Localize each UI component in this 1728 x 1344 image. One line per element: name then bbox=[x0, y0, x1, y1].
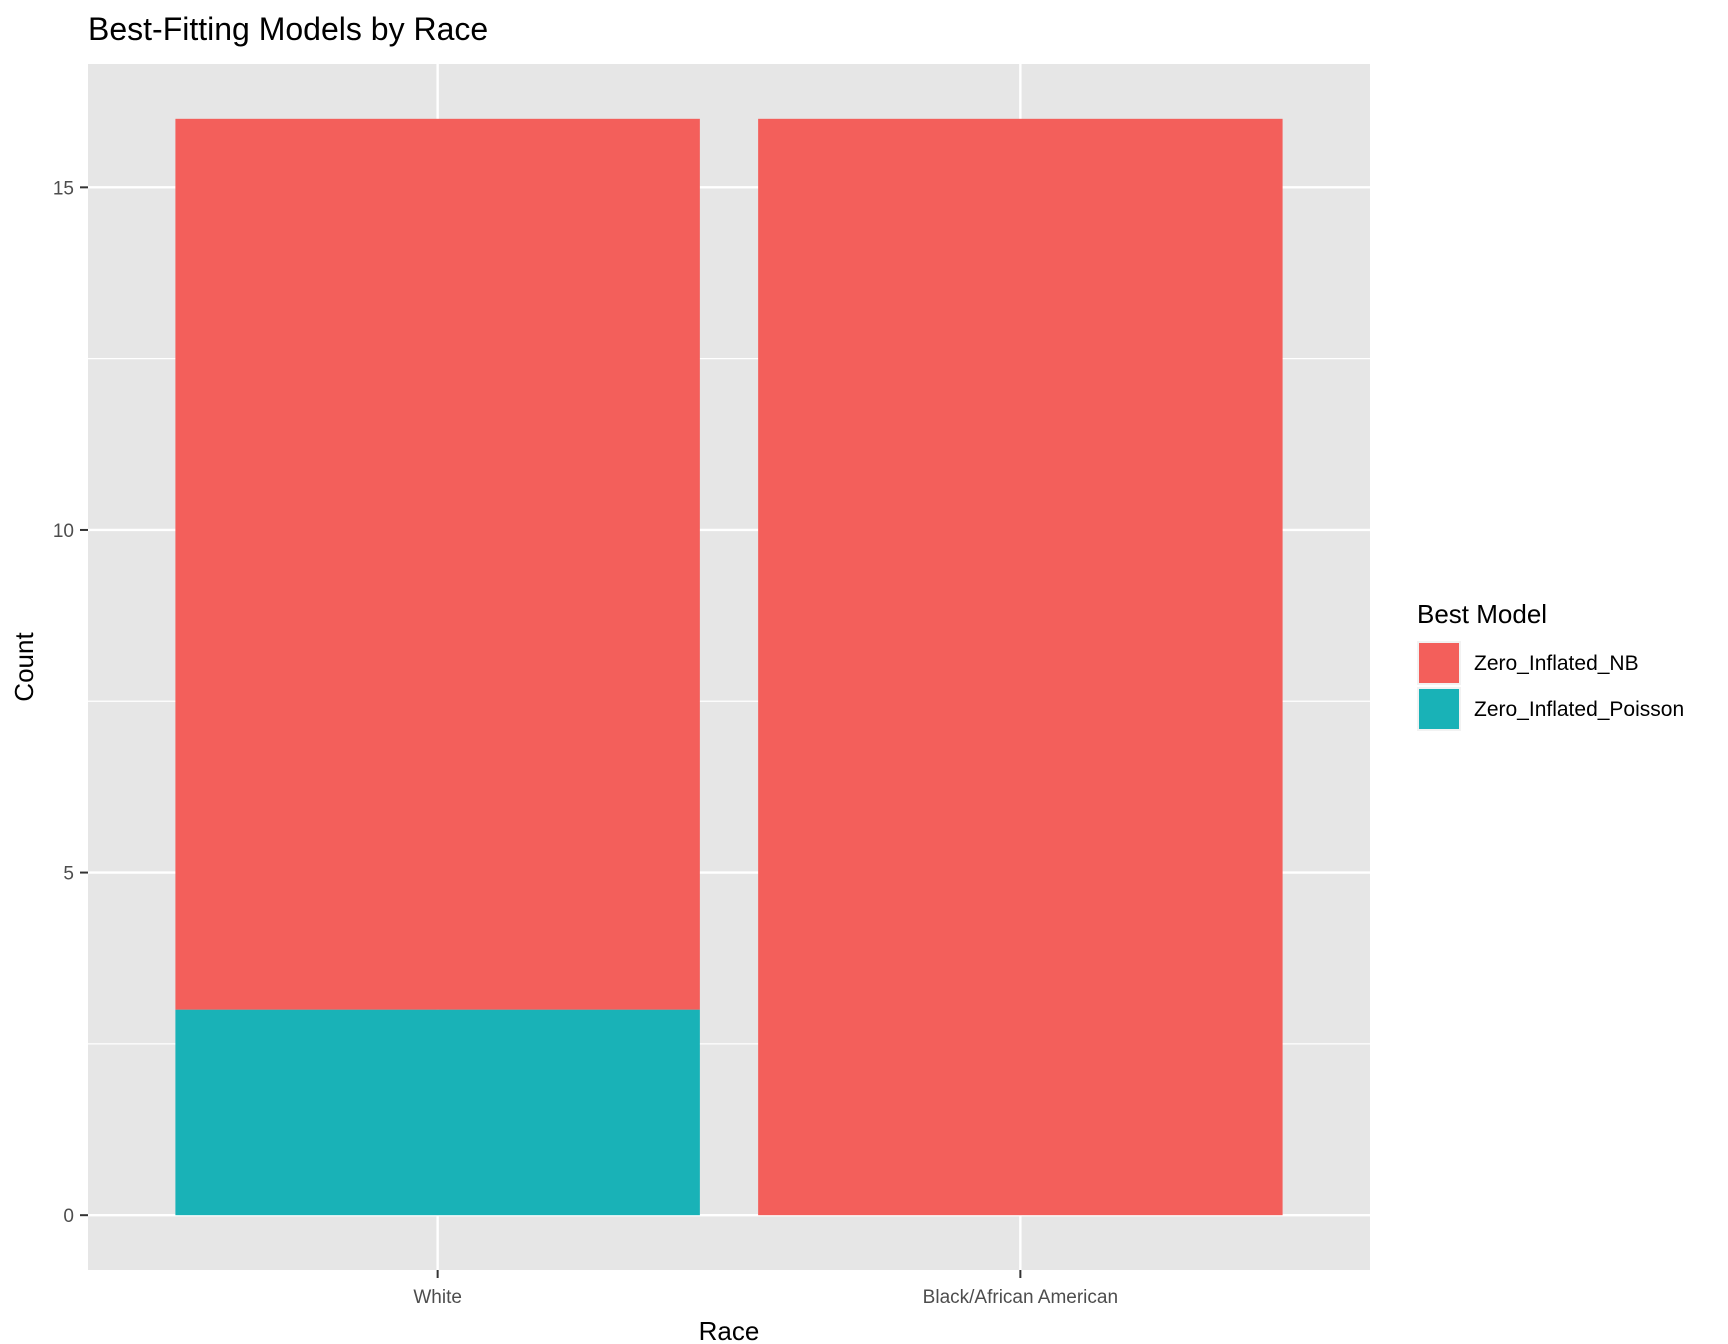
x-axis: White Black/African American bbox=[413, 1270, 1118, 1308]
x-tick-label: Black/African American bbox=[923, 1287, 1118, 1308]
y-tick-label: 0 bbox=[63, 1206, 74, 1227]
legend-title: Best Model bbox=[1417, 599, 1547, 629]
bar-segment bbox=[175, 118, 700, 1010]
chart-title: Best-Fitting Models by Race bbox=[88, 11, 488, 47]
x-tick-label: White bbox=[413, 1287, 462, 1308]
legend-key bbox=[1417, 641, 1461, 685]
bars bbox=[175, 118, 1283, 1216]
legend-label: Zero_Inflated_NB bbox=[1474, 652, 1639, 675]
y-axis-title: Count bbox=[9, 632, 39, 702]
x-axis-title: Race bbox=[699, 1316, 760, 1344]
y-tick-label: 15 bbox=[53, 178, 74, 199]
y-tick-label: 5 bbox=[63, 864, 74, 885]
legend-key bbox=[1417, 687, 1461, 731]
y-axis: 0 5 10 15 bbox=[53, 178, 88, 1227]
legend: Best Model Zero_Inflated_NB Zero_Inflated… bbox=[1417, 599, 1684, 731]
y-tick-label: 10 bbox=[53, 521, 74, 542]
legend-label: Zero_Inflated_Poisson bbox=[1474, 698, 1684, 721]
bar-segment bbox=[175, 1009, 700, 1216]
bar-segment bbox=[758, 118, 1283, 1216]
